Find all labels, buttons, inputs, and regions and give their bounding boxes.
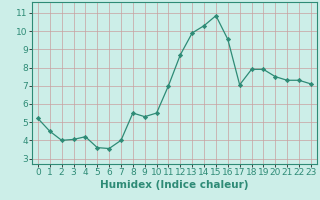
X-axis label: Humidex (Indice chaleur): Humidex (Indice chaleur) bbox=[100, 180, 249, 190]
